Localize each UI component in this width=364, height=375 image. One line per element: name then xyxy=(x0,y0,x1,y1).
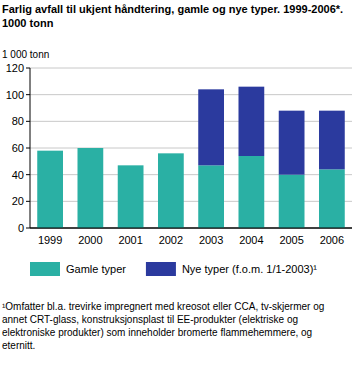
bar xyxy=(238,156,264,228)
tick-mark xyxy=(26,68,30,69)
legend-swatch xyxy=(146,262,176,276)
bar xyxy=(158,153,184,228)
bar xyxy=(198,165,224,228)
bar xyxy=(118,165,144,228)
footnote: ¹Omfatter bl.a. trevirke impregnert med … xyxy=(2,300,347,352)
bars xyxy=(37,87,345,228)
tick-mark xyxy=(26,121,30,122)
tick-mark xyxy=(26,228,30,229)
category-label: 1999 xyxy=(38,234,62,246)
grid-line xyxy=(30,94,352,95)
tick-label: 120 xyxy=(6,62,24,74)
category-label: 2003 xyxy=(199,234,223,246)
bar xyxy=(279,111,305,175)
tick-mark xyxy=(26,201,30,202)
chart: 1 000 tonn 0 20 40 60 80 100 120 1999 2000 2001 200… xyxy=(0,0,364,300)
category-label: 2000 xyxy=(78,234,102,246)
y-axis xyxy=(30,68,31,228)
legend-label: Nye typer (f.o.m. 1/1-2003)¹ xyxy=(182,263,317,275)
tick-label: 60 xyxy=(12,142,24,154)
grid-line xyxy=(30,68,352,69)
title: Farlig avfall til ukjent håndtering, gam… xyxy=(2,2,352,30)
category-label: 2001 xyxy=(118,234,142,246)
tick-label: 40 xyxy=(12,169,24,181)
bar xyxy=(279,175,305,228)
category-label: 2005 xyxy=(279,234,303,246)
bar xyxy=(238,87,264,156)
x-axis xyxy=(30,228,352,229)
category-label: 2004 xyxy=(239,234,263,246)
legend-label: Gamle typer xyxy=(66,263,126,275)
tick-mark xyxy=(26,174,30,175)
bar xyxy=(37,151,63,228)
category-label: 2002 xyxy=(159,234,183,246)
tick-label: 80 xyxy=(12,115,24,127)
bar xyxy=(198,89,224,165)
tick-mark xyxy=(26,94,30,95)
bar xyxy=(77,148,103,228)
category-label: 2006 xyxy=(320,234,344,246)
grid-line xyxy=(30,228,352,229)
y-axis-label: 1 000 tonn xyxy=(2,49,49,60)
tick-label: 0 xyxy=(18,222,24,234)
bar xyxy=(319,169,345,228)
legend-swatch xyxy=(30,262,60,276)
bar xyxy=(319,111,345,170)
tick-mark xyxy=(26,148,30,149)
tick-label: 20 xyxy=(12,195,24,207)
tick-label: 100 xyxy=(6,89,24,101)
